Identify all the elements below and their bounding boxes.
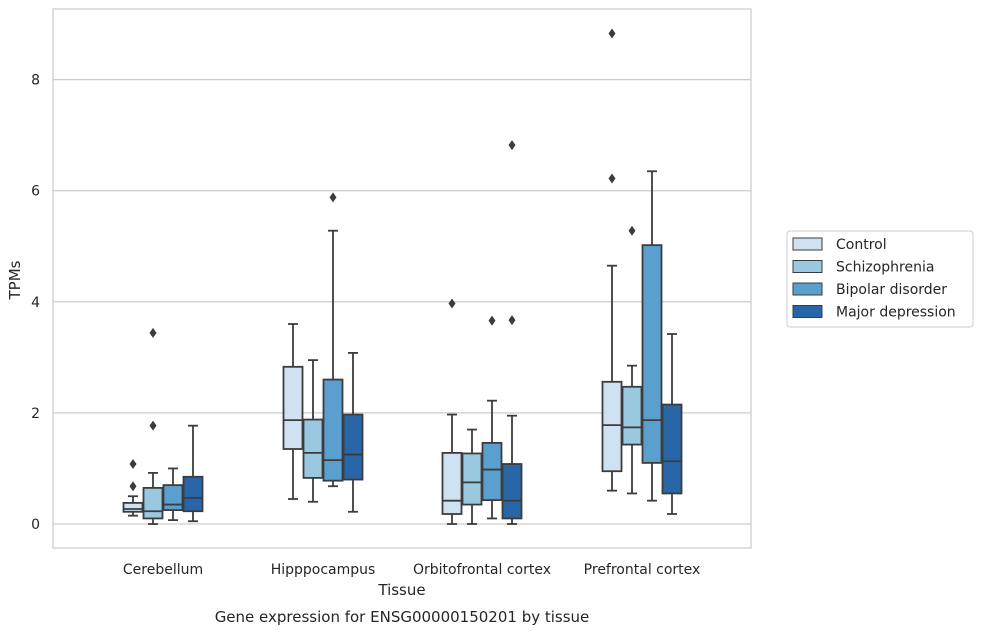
y-tick-label-0: 0 xyxy=(31,517,40,533)
outlier-point-0 xyxy=(448,298,456,309)
box-iqr xyxy=(621,385,643,446)
figure-caption: Gene expression for ENSG00000150201 by t… xyxy=(215,608,590,626)
box-1-1 xyxy=(302,359,324,503)
box-2-0 xyxy=(162,467,184,522)
box-iqr xyxy=(282,365,304,450)
x-tick-label-0: Cerebellum xyxy=(123,562,203,578)
box-3-0 xyxy=(182,424,204,523)
x-tick-label-1: Hipppocampus xyxy=(271,562,376,578)
x-axis-title: Tissue xyxy=(377,581,425,599)
box-iqr xyxy=(601,380,623,473)
box-iqr xyxy=(162,484,184,512)
legend-label-1: Schizophrenia xyxy=(836,260,934,276)
box-0-2 xyxy=(441,298,463,525)
box-0-1 xyxy=(282,323,304,500)
legend-label-2: Bipolar disorder xyxy=(836,282,947,298)
outlier-point-0 xyxy=(608,173,616,184)
plot-area xyxy=(52,8,752,549)
box-iqr xyxy=(142,486,164,520)
legend-frame xyxy=(786,230,974,328)
box-1-2 xyxy=(461,428,483,525)
legend: Control Schizophrenia Bipolar disorder Majo… xyxy=(786,230,974,328)
box-iqr xyxy=(641,244,663,464)
outlier-point-1 xyxy=(508,140,516,151)
box-iqr xyxy=(441,451,463,515)
legend-swatch-1 xyxy=(792,260,823,273)
box-3-2 xyxy=(501,140,523,525)
y-axis-ticks: 0 2 4 6 8 xyxy=(31,73,40,533)
box-iqr xyxy=(481,441,503,502)
box-1-0 xyxy=(142,327,164,525)
legend-label-3: Major depression xyxy=(836,305,956,321)
box-iqr xyxy=(322,378,344,482)
y-tick-label-6: 6 xyxy=(31,184,40,200)
legend-swatch-3 xyxy=(792,305,823,318)
y-tick-label-8: 8 xyxy=(31,73,40,89)
y-axis-title: TPMs xyxy=(6,260,24,300)
x-tick-label-3: Prefrontal cortex xyxy=(584,562,701,578)
box-0-0 xyxy=(122,459,144,517)
box-2-3 xyxy=(641,170,663,502)
box-iqr xyxy=(182,475,204,513)
outlier-point-0 xyxy=(628,225,636,236)
boxes xyxy=(122,28,683,525)
legend-swatch-0 xyxy=(792,237,823,251)
outlier-point-0 xyxy=(329,192,337,203)
box-1-3 xyxy=(621,225,643,495)
outlier-point-0 xyxy=(129,481,137,492)
outlier-point-1 xyxy=(129,459,137,470)
x-tick-label-2: Orbitofrontal cortex xyxy=(413,562,551,578)
box-iqr xyxy=(661,403,683,495)
legend-label-0: Control xyxy=(836,237,887,253)
y-tick-label-2: 2 xyxy=(31,406,40,422)
box-iqr xyxy=(342,413,364,481)
y-tick-label-4: 4 xyxy=(31,295,40,311)
outlier-point-0 xyxy=(488,315,496,326)
x-axis-ticks: Cerebellum Hipppocampus Orbitofrontal cort… xyxy=(123,562,700,578)
box-iqr xyxy=(461,452,483,506)
outlier-point-1 xyxy=(608,28,616,39)
box-iqr xyxy=(122,501,144,513)
box-iqr xyxy=(501,463,523,520)
box-3-3 xyxy=(661,333,683,515)
box-iqr xyxy=(302,418,324,479)
box-0-3 xyxy=(601,28,623,492)
outlier-point-1 xyxy=(149,327,157,338)
outlier-point-0 xyxy=(508,315,516,326)
box-2-2 xyxy=(481,315,503,520)
legend-swatch-2 xyxy=(792,282,823,296)
outlier-point-0 xyxy=(149,420,157,431)
box-3-1 xyxy=(342,352,364,513)
box-2-1 xyxy=(322,192,344,488)
